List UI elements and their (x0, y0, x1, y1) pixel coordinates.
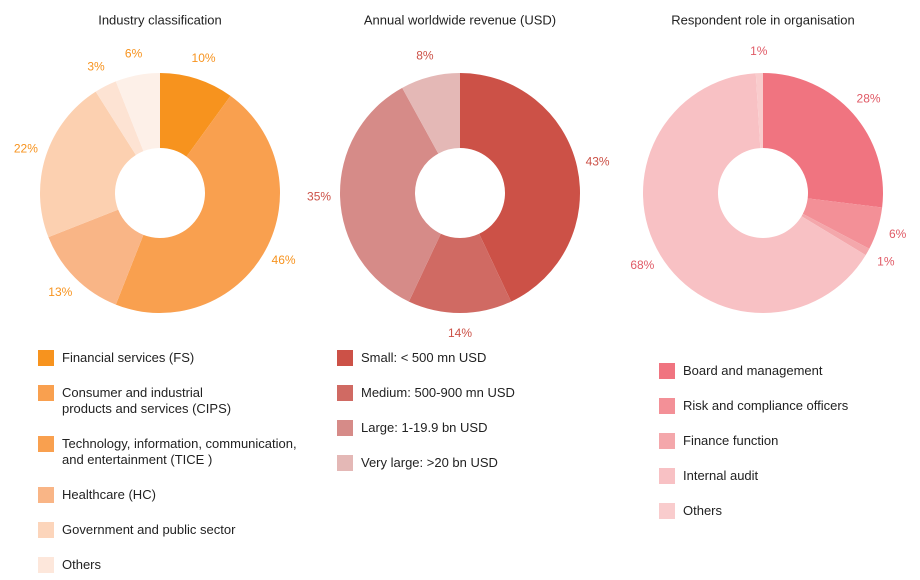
legend-item: Board and management (659, 363, 848, 379)
slice (801, 213, 870, 256)
legend-label: Finance function (683, 433, 779, 448)
slice (340, 87, 441, 302)
slice (39, 91, 136, 238)
legend-swatch (337, 455, 353, 471)
legend-item: Consumer and industrial products and ser… (38, 385, 297, 417)
legend-item: Technology, information, communication, … (38, 436, 297, 468)
legend-item: Healthcare (HC) (38, 487, 297, 503)
slice (48, 209, 144, 305)
legend-label: Financial services (FS) (62, 350, 195, 365)
legend: Small: < 500 mn USD Medium: 500-900 mn US… (337, 350, 515, 471)
data-label: 68% (630, 258, 654, 272)
legend-swatch (659, 363, 675, 379)
legend-item: Large: 1-19.9 bn USD (337, 420, 515, 436)
legend-item: Small: < 500 mn USD (337, 350, 515, 366)
slice (402, 73, 460, 154)
legend-swatch (337, 385, 353, 401)
legend-label: Medium: 500-900 mn USD (361, 385, 515, 400)
slice (95, 81, 144, 156)
legend-item: Others (38, 557, 297, 573)
data-label: 35% (307, 190, 331, 204)
legend-item: Finance function (659, 433, 848, 449)
charts: Industry classification 10% 46% 13% 22% 3% 6% A… (14, 12, 907, 340)
data-label: 46% (272, 253, 296, 267)
legend-label: Board and management (683, 363, 823, 378)
data-label: 14% (448, 326, 472, 340)
slice (755, 73, 763, 149)
legend-swatch (38, 350, 54, 366)
data-label: 43% (586, 154, 610, 168)
slice (643, 73, 866, 314)
legend: Financial services (FS) Consumer and indu… (38, 350, 297, 573)
legend-label: Very large: >20 bn USD (361, 455, 498, 470)
chart-title: Annual worldwide revenue (USD) (364, 12, 556, 27)
data-label: 6% (889, 227, 907, 241)
data-label: 28% (857, 92, 881, 106)
data-label: 1% (750, 44, 768, 58)
chart-title: Respondent role in organisation (671, 12, 855, 27)
legend-swatch (659, 468, 675, 484)
data-label: 13% (48, 285, 72, 299)
legend-swatch (659, 433, 675, 449)
slice (115, 95, 281, 314)
legend-label: Large: 1-19.9 bn USD (361, 420, 488, 435)
slice (408, 233, 512, 313)
legend-label: Others (62, 557, 102, 572)
chart-title: Industry classification (98, 12, 222, 27)
legend-swatch (38, 487, 54, 503)
slice (460, 73, 581, 302)
legend-label: Risk and compliance officers (683, 398, 849, 413)
legend-item: Government and public sector (38, 522, 297, 538)
data-label: 6% (125, 47, 143, 61)
legend-item: Very large: >20 bn USD (337, 455, 515, 471)
legend-swatch (337, 420, 353, 436)
legend-swatch (38, 557, 54, 573)
legend-swatch (659, 398, 675, 414)
slice (802, 198, 883, 249)
legend-swatch (337, 350, 353, 366)
slice (160, 73, 231, 157)
data-label: 22% (14, 142, 38, 156)
legend-swatch (38, 385, 54, 401)
slice (115, 73, 160, 152)
data-label: 8% (416, 49, 434, 63)
legend-swatch (38, 522, 54, 538)
legend-label: Internal audit (683, 468, 759, 483)
legend-swatch (659, 503, 675, 519)
legend-swatch (38, 436, 54, 452)
data-label: 1% (877, 254, 895, 268)
legend-item: Financial services (FS) (38, 350, 297, 366)
legend-label: Healthcare (HC) (62, 487, 156, 502)
legend-label: Technology, information, communication, … (62, 436, 297, 467)
legend-item: Others (659, 503, 848, 519)
data-label: 3% (87, 60, 105, 74)
legend-label: Others (683, 503, 723, 518)
legend-label: Government and public sector (62, 522, 236, 537)
legend-label: Small: < 500 mn USD (361, 350, 487, 365)
legend-item: Internal audit (659, 468, 848, 484)
legend-item: Medium: 500-900 mn USD (337, 385, 515, 401)
legend-item: Risk and compliance officers (659, 398, 848, 414)
legend: Board and management Risk and compliance … (659, 363, 848, 519)
data-label: 10% (192, 51, 216, 65)
slice (763, 73, 883, 208)
legend-label: Consumer and industrial products and ser… (62, 385, 232, 416)
